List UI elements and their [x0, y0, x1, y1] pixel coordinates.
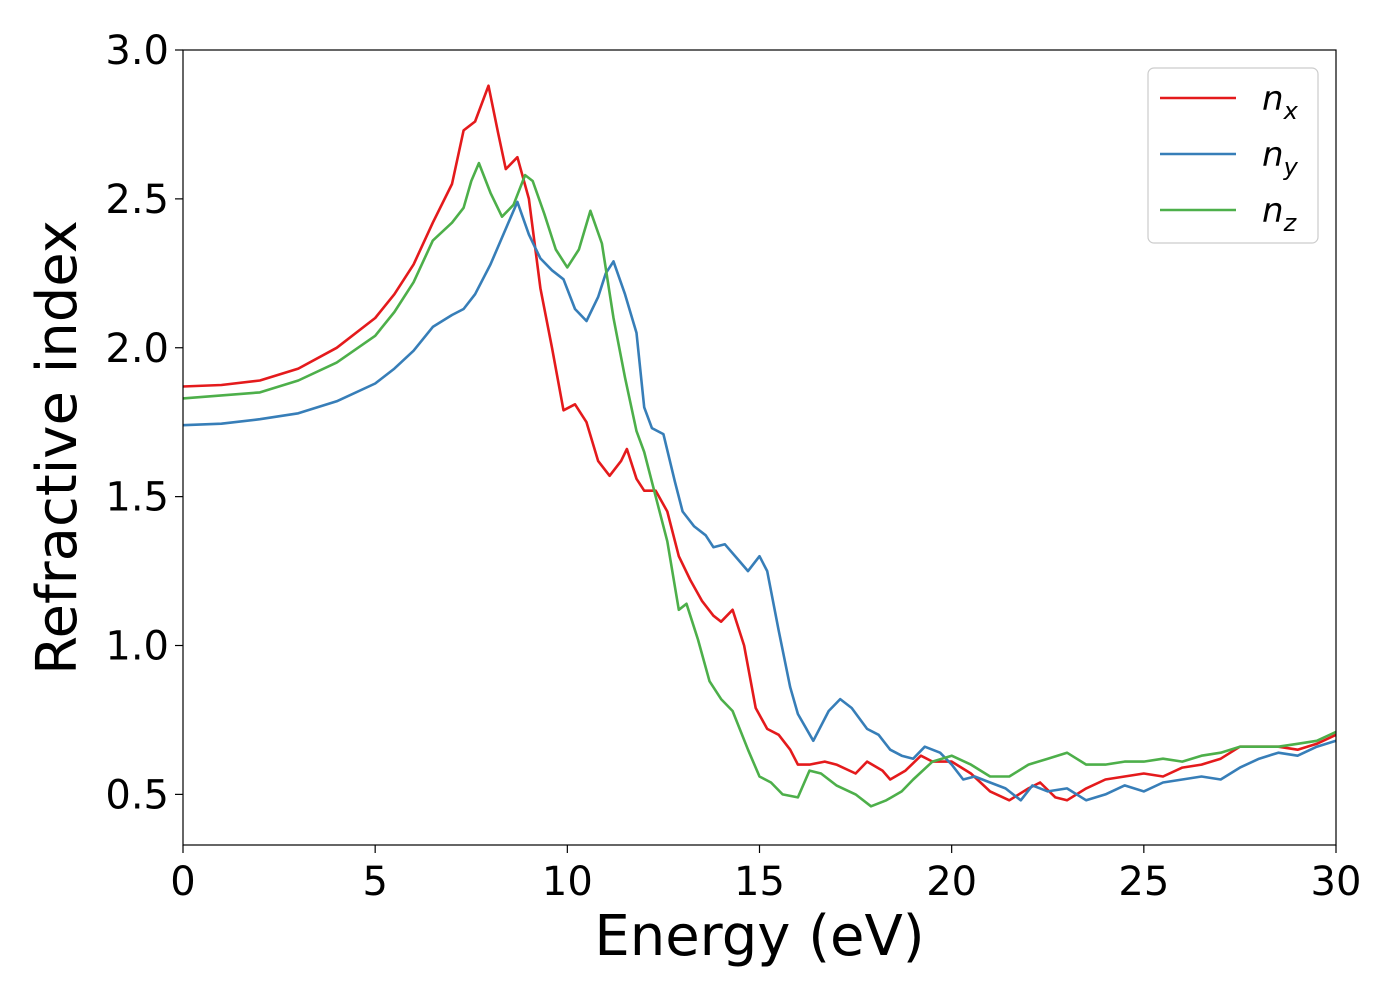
x-tick-label: 5 — [362, 859, 387, 905]
y-tick-label: 0.5 — [105, 772, 169, 818]
legend-entry-ny: ny — [1160, 135, 1299, 181]
y-axis: 0.5 1.0 1.5 2.0 2.5 3.0 — [105, 28, 183, 818]
y-tick-label: 3.0 — [105, 28, 169, 74]
x-tick-label: 15 — [734, 859, 785, 905]
y-tick-label: 1.5 — [105, 475, 169, 521]
x-tick-label: 25 — [1118, 859, 1169, 905]
legend-entry-nz: nz — [1160, 191, 1298, 237]
series-line-nx — [182, 84, 1337, 802]
legend-label: nx — [1262, 79, 1299, 125]
x-tick-label: 10 — [542, 859, 593, 905]
plot-lines — [182, 84, 1337, 808]
legend-entry-nx: nx — [1160, 79, 1299, 125]
x-axis-label: Energy (eV) — [594, 904, 924, 969]
legend-label: ny — [1262, 135, 1299, 181]
y-axis-label: Refractive index — [25, 220, 90, 675]
y-tick-label: 2.0 — [105, 326, 169, 372]
x-axis: 0 5 10 15 20 25 30 — [170, 845, 1361, 905]
y-tick-label: 2.5 — [105, 177, 169, 223]
y-tick-label: 1.0 — [105, 624, 169, 670]
legend-box — [1147, 67, 1319, 244]
x-tick-label: 20 — [926, 859, 977, 905]
legend-label: nz — [1262, 191, 1298, 237]
legend: nx ny nz — [1147, 67, 1319, 244]
series-line-ny — [182, 200, 1337, 802]
x-tick-label: 0 — [170, 859, 195, 905]
x-tick-label: 30 — [1311, 859, 1362, 905]
series-line-nz — [182, 161, 1337, 808]
